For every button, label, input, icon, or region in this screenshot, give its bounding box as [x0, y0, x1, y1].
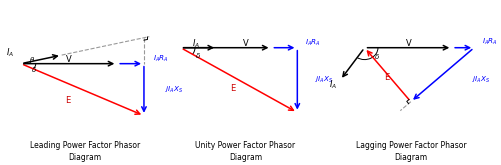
Text: V: V [242, 39, 248, 48]
Text: $jI_AX_S$: $jI_AX_S$ [471, 75, 490, 85]
Text: $jI_AX_S$: $jI_AX_S$ [316, 75, 334, 85]
Text: $\delta$: $\delta$ [194, 51, 200, 60]
Text: E: E [384, 73, 389, 82]
Text: $\delta$: $\delta$ [374, 52, 380, 61]
Text: $I_AR_A$: $I_AR_A$ [153, 54, 169, 64]
Text: Leading Power Factor Phasor
Diagram: Leading Power Factor Phasor Diagram [30, 141, 140, 162]
Text: E: E [65, 96, 71, 105]
Text: $\delta$: $\delta$ [32, 65, 38, 74]
Text: $jI_AX_S$: $jI_AX_S$ [165, 85, 184, 95]
Text: V: V [405, 39, 411, 48]
Text: $I_A$: $I_A$ [192, 37, 200, 50]
Text: $\theta$: $\theta$ [30, 55, 36, 64]
Text: $I_AR_A$: $I_AR_A$ [305, 38, 321, 49]
Text: E: E [230, 84, 235, 93]
Text: $I_A$: $I_A$ [329, 78, 337, 91]
Text: Unity Power Factor Phasor
Diagram: Unity Power Factor Phasor Diagram [195, 141, 296, 162]
Text: V: V [66, 55, 72, 64]
Text: $I_AR_A$: $I_AR_A$ [482, 37, 498, 47]
Text: $I_A$: $I_A$ [7, 46, 15, 59]
Text: Lagging Power Factor Phasor
Diagram: Lagging Power Factor Phasor Diagram [356, 141, 466, 162]
